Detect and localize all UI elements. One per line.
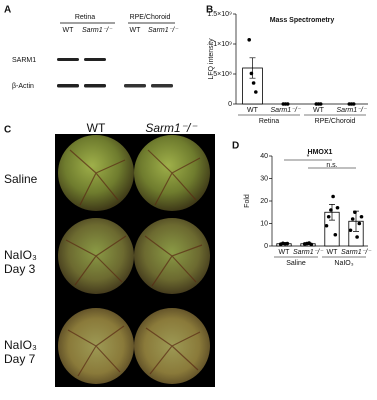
band bbox=[57, 58, 79, 61]
data-point bbox=[318, 102, 323, 106]
data-point bbox=[348, 228, 353, 233]
data-point bbox=[326, 214, 331, 219]
x-tick-label: WT bbox=[313, 107, 325, 114]
vessels bbox=[65, 149, 203, 377]
data-point bbox=[254, 90, 258, 94]
panel-label: D bbox=[232, 141, 239, 152]
column-label: WT bbox=[87, 121, 106, 135]
lane-label: Sarm1⁻/⁻ bbox=[82, 27, 113, 34]
group-label: Saline bbox=[286, 260, 306, 267]
chart-title: Mass Spectrometry bbox=[270, 17, 335, 24]
group-label: NaIO₃ bbox=[334, 260, 353, 267]
lane-label: WT bbox=[63, 27, 75, 34]
lane-label: WT bbox=[130, 27, 142, 34]
blot-group: Retina bbox=[75, 14, 95, 21]
blot-row-label: SARM1 bbox=[12, 57, 36, 64]
data-point bbox=[309, 242, 314, 247]
y-axis-label: LFQ intensity bbox=[208, 38, 215, 80]
significance-label: * bbox=[307, 154, 310, 161]
data-point bbox=[333, 232, 338, 237]
row-label: NaIO₃ bbox=[4, 338, 37, 352]
fundus-images bbox=[55, 134, 215, 387]
group-label: Retina bbox=[259, 118, 279, 125]
x-tick-label: Sarm1⁻/⁻ bbox=[341, 249, 372, 256]
band bbox=[84, 84, 106, 88]
y-tick-label: 30 bbox=[260, 175, 268, 182]
row-label: NaIO₃ bbox=[4, 248, 37, 262]
y-tick-label: 10 bbox=[260, 220, 268, 227]
data-point bbox=[350, 217, 355, 221]
y-tick-label: 0 bbox=[228, 101, 232, 108]
y-axis-label: Fold bbox=[244, 194, 251, 208]
data-point bbox=[335, 205, 340, 210]
blot-row-label: β-Actin bbox=[12, 83, 34, 90]
data-point bbox=[331, 194, 335, 199]
panel-label: B bbox=[206, 5, 213, 16]
y-tick-label: 0 bbox=[264, 243, 268, 250]
error-bar bbox=[329, 204, 335, 221]
x-tick-label: Sarm1⁻/⁻ bbox=[271, 107, 302, 114]
row-label: Day 7 bbox=[4, 352, 36, 366]
band bbox=[124, 84, 146, 88]
panel-label: A bbox=[4, 5, 11, 16]
x-tick-label: WT bbox=[247, 107, 259, 114]
significance-label: n.s. bbox=[326, 162, 337, 169]
row-label: Saline bbox=[4, 172, 38, 186]
band bbox=[57, 84, 79, 88]
y-tick-label: 20 bbox=[260, 198, 268, 205]
data-point bbox=[329, 208, 333, 212]
band bbox=[151, 84, 173, 88]
y-tick-label: 5×10⁸ bbox=[213, 71, 232, 78]
y-tick-label: 40 bbox=[260, 153, 268, 160]
row-label: Day 3 bbox=[4, 262, 36, 276]
x-tick-label: WT bbox=[327, 249, 339, 256]
lane-label: Sarm1⁻/⁻ bbox=[148, 27, 179, 34]
x-tick-label: Sarm1⁻/⁻ bbox=[293, 249, 324, 256]
data-point bbox=[351, 102, 356, 106]
group-label: RPE/Choroid bbox=[315, 118, 356, 125]
x-tick-label: Sarm1⁻/⁻ bbox=[337, 107, 368, 114]
chart-title: HMOX1 bbox=[308, 149, 333, 156]
data-point bbox=[285, 102, 290, 106]
y-tick-label: 1.5×10⁹ bbox=[207, 11, 232, 18]
panel-label: C bbox=[4, 125, 11, 136]
data-point bbox=[249, 71, 254, 76]
data-point bbox=[353, 210, 357, 215]
data-point bbox=[285, 241, 290, 246]
data-point bbox=[324, 223, 329, 228]
data-point bbox=[357, 221, 362, 226]
band bbox=[84, 58, 106, 61]
data-point bbox=[247, 38, 251, 42]
y-tick-label: 1×10⁹ bbox=[213, 41, 232, 48]
data-point bbox=[359, 214, 364, 219]
data-point bbox=[251, 81, 256, 85]
column-label: Sarm1⁻/⁻ bbox=[145, 121, 198, 135]
data-point bbox=[355, 235, 359, 239]
blot-group: RPE/Choroid bbox=[130, 14, 171, 21]
x-tick-label: WT bbox=[279, 249, 291, 256]
